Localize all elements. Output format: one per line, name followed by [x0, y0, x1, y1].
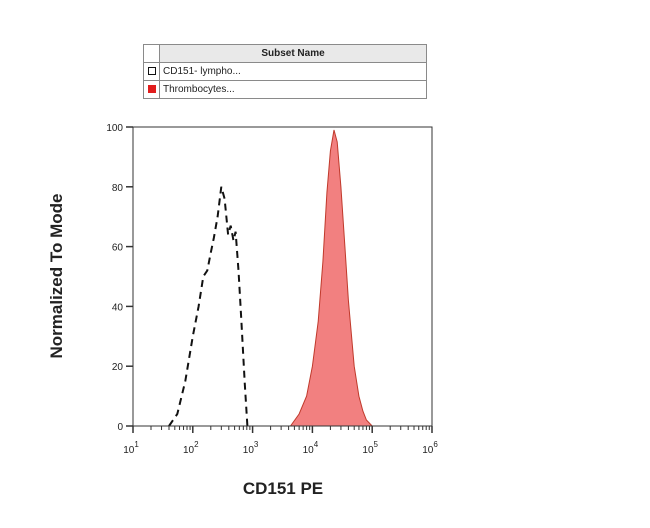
legend-swatch-lympho [147, 67, 156, 76]
y-tick-label: 0 [117, 422, 123, 433]
plot-frame [132, 126, 433, 427]
series-lympho-line [168, 186, 249, 427]
y-tick-label: 80 [112, 183, 124, 194]
y-tick-label: 60 [112, 243, 124, 254]
legend-swatch-thrombocytes [147, 85, 156, 94]
y-tick-label: 20 [112, 362, 124, 373]
legend-row: Thrombocytes... [143, 80, 427, 99]
series-thrombocytes-area [289, 129, 374, 427]
y-axis-label: Normalized To Mode [47, 194, 66, 359]
x-tick-label: 105 [362, 440, 378, 456]
y-tick-label: 40 [112, 302, 124, 313]
x-axis-label: CD151 PE [243, 479, 323, 498]
legend-table: Subset Name CD151- lympho... Thrombocyte… [143, 44, 427, 99]
x-tick-label: 104 [303, 440, 319, 456]
y-tick-label: 100 [106, 123, 123, 134]
x-tick-label: 103 [243, 440, 259, 456]
x-tick-label: 101 [123, 440, 139, 456]
x-tick-label: 106 [422, 440, 438, 456]
legend-label-thrombocytes: Thrombocytes... [159, 80, 427, 99]
x-tick-label: 102 [183, 440, 199, 456]
